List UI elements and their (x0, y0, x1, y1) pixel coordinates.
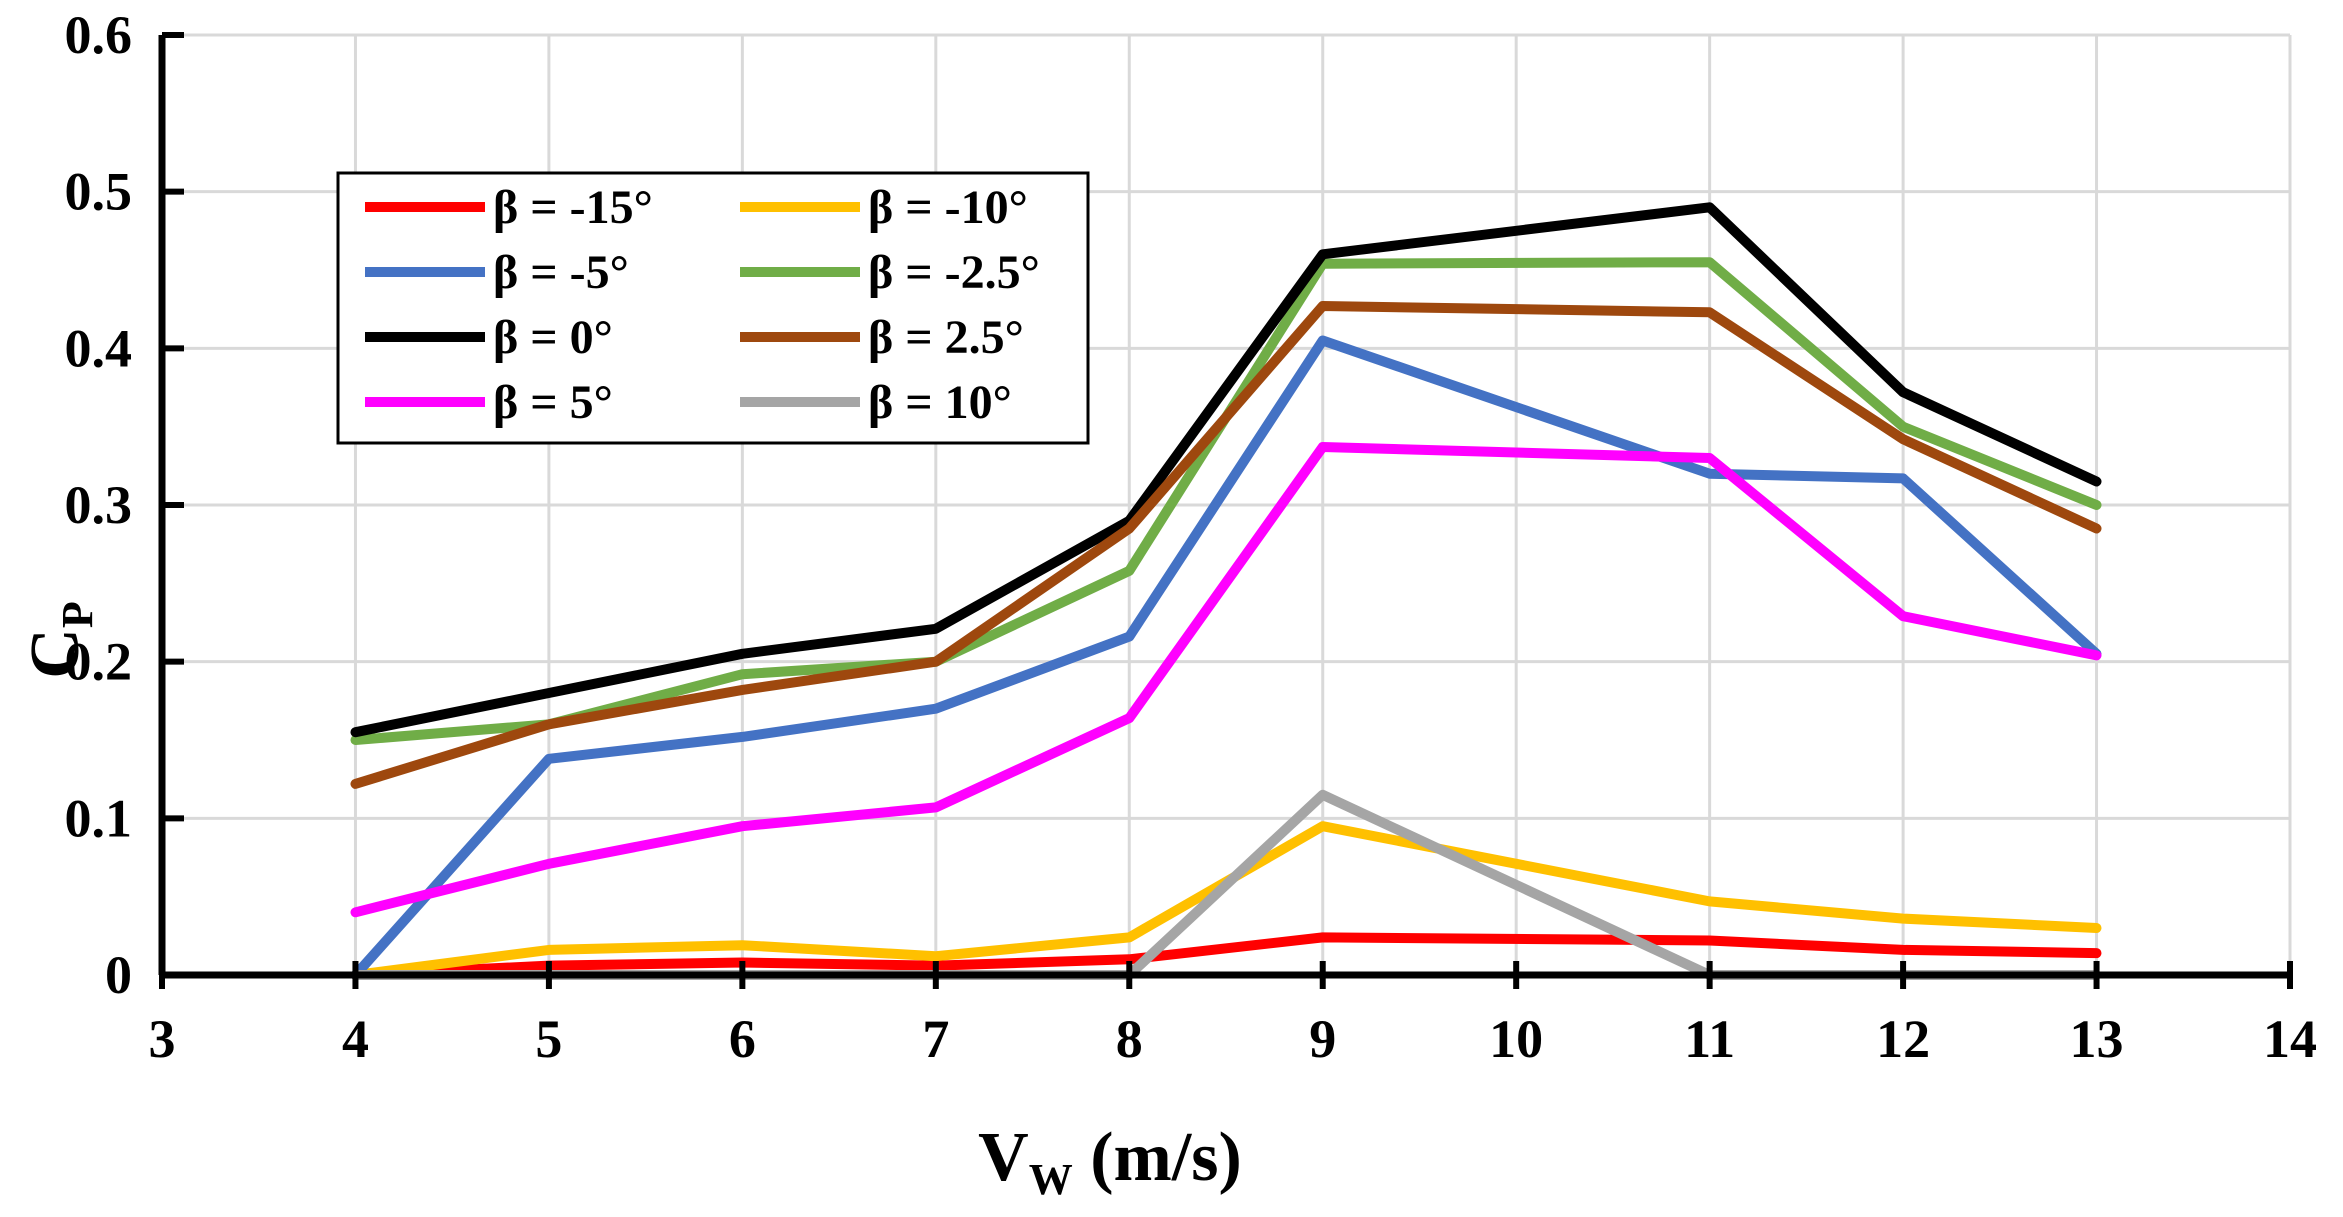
series-line-1 (350, 932, 2102, 980)
y-tick-label: 0.5 (65, 162, 133, 222)
x-tick-label: 8 (1116, 1009, 1143, 1069)
x-tick-label: 7 (922, 1009, 949, 1069)
x-tick-label: 14 (2263, 1009, 2317, 1069)
legend-label: β = -15° (493, 181, 653, 234)
x-tick-label: 13 (2070, 1009, 2124, 1069)
x-tick-label: 10 (1489, 1009, 1543, 1069)
y-tick-labels: 0 0.1 0.2 0.3 0.4 0.5 0.6 (65, 5, 133, 1005)
y-tick-label: 0.6 (65, 5, 133, 65)
x-axis-title: VW (m/s) (978, 1119, 1242, 1204)
y-tick-label: 0.2 (65, 632, 133, 692)
legend-label: β = 10° (868, 376, 1012, 429)
x-tick-label: 11 (1684, 1009, 1735, 1069)
legend-label: β = -10° (868, 181, 1028, 234)
legend-label: β = -2.5° (868, 246, 1040, 299)
y-tick-label: 0.3 (65, 475, 133, 535)
legend: β = -15° β = -10° β = -5° β = -2.5° β = 0° β … (336, 171, 1090, 445)
series-line-7 (350, 442, 2102, 918)
legend-label: β = 2.5° (868, 311, 1024, 364)
axes (158, 32, 2293, 989)
y-axis-title: CP (17, 601, 102, 678)
series-line-5 (350, 202, 2102, 738)
x-tick-labels: 3 4 5 6 7 8 9 10 11 12 13 14 (149, 1009, 2318, 1069)
x-tick-label: 3 (149, 1009, 176, 1069)
y-tick-label: 0.4 (65, 318, 133, 378)
legend-label: β = 0° (493, 311, 613, 364)
y-tick-label: 0 (105, 945, 132, 1005)
x-tick-label: 9 (1309, 1009, 1336, 1069)
y-tick-label: 0.1 (65, 788, 133, 848)
legend-label: β = 5° (493, 376, 613, 429)
x-tick-label: 4 (342, 1009, 369, 1069)
series-line-3 (350, 335, 2102, 980)
series-line-6 (350, 301, 2102, 789)
series-line-4 (350, 257, 2102, 745)
series-line-2 (350, 821, 2102, 980)
legend-label: β = -5° (493, 246, 629, 299)
x-tick-label: 6 (729, 1009, 756, 1069)
x-tick-label: 5 (535, 1009, 562, 1069)
x-tick-label: 12 (1876, 1009, 1930, 1069)
